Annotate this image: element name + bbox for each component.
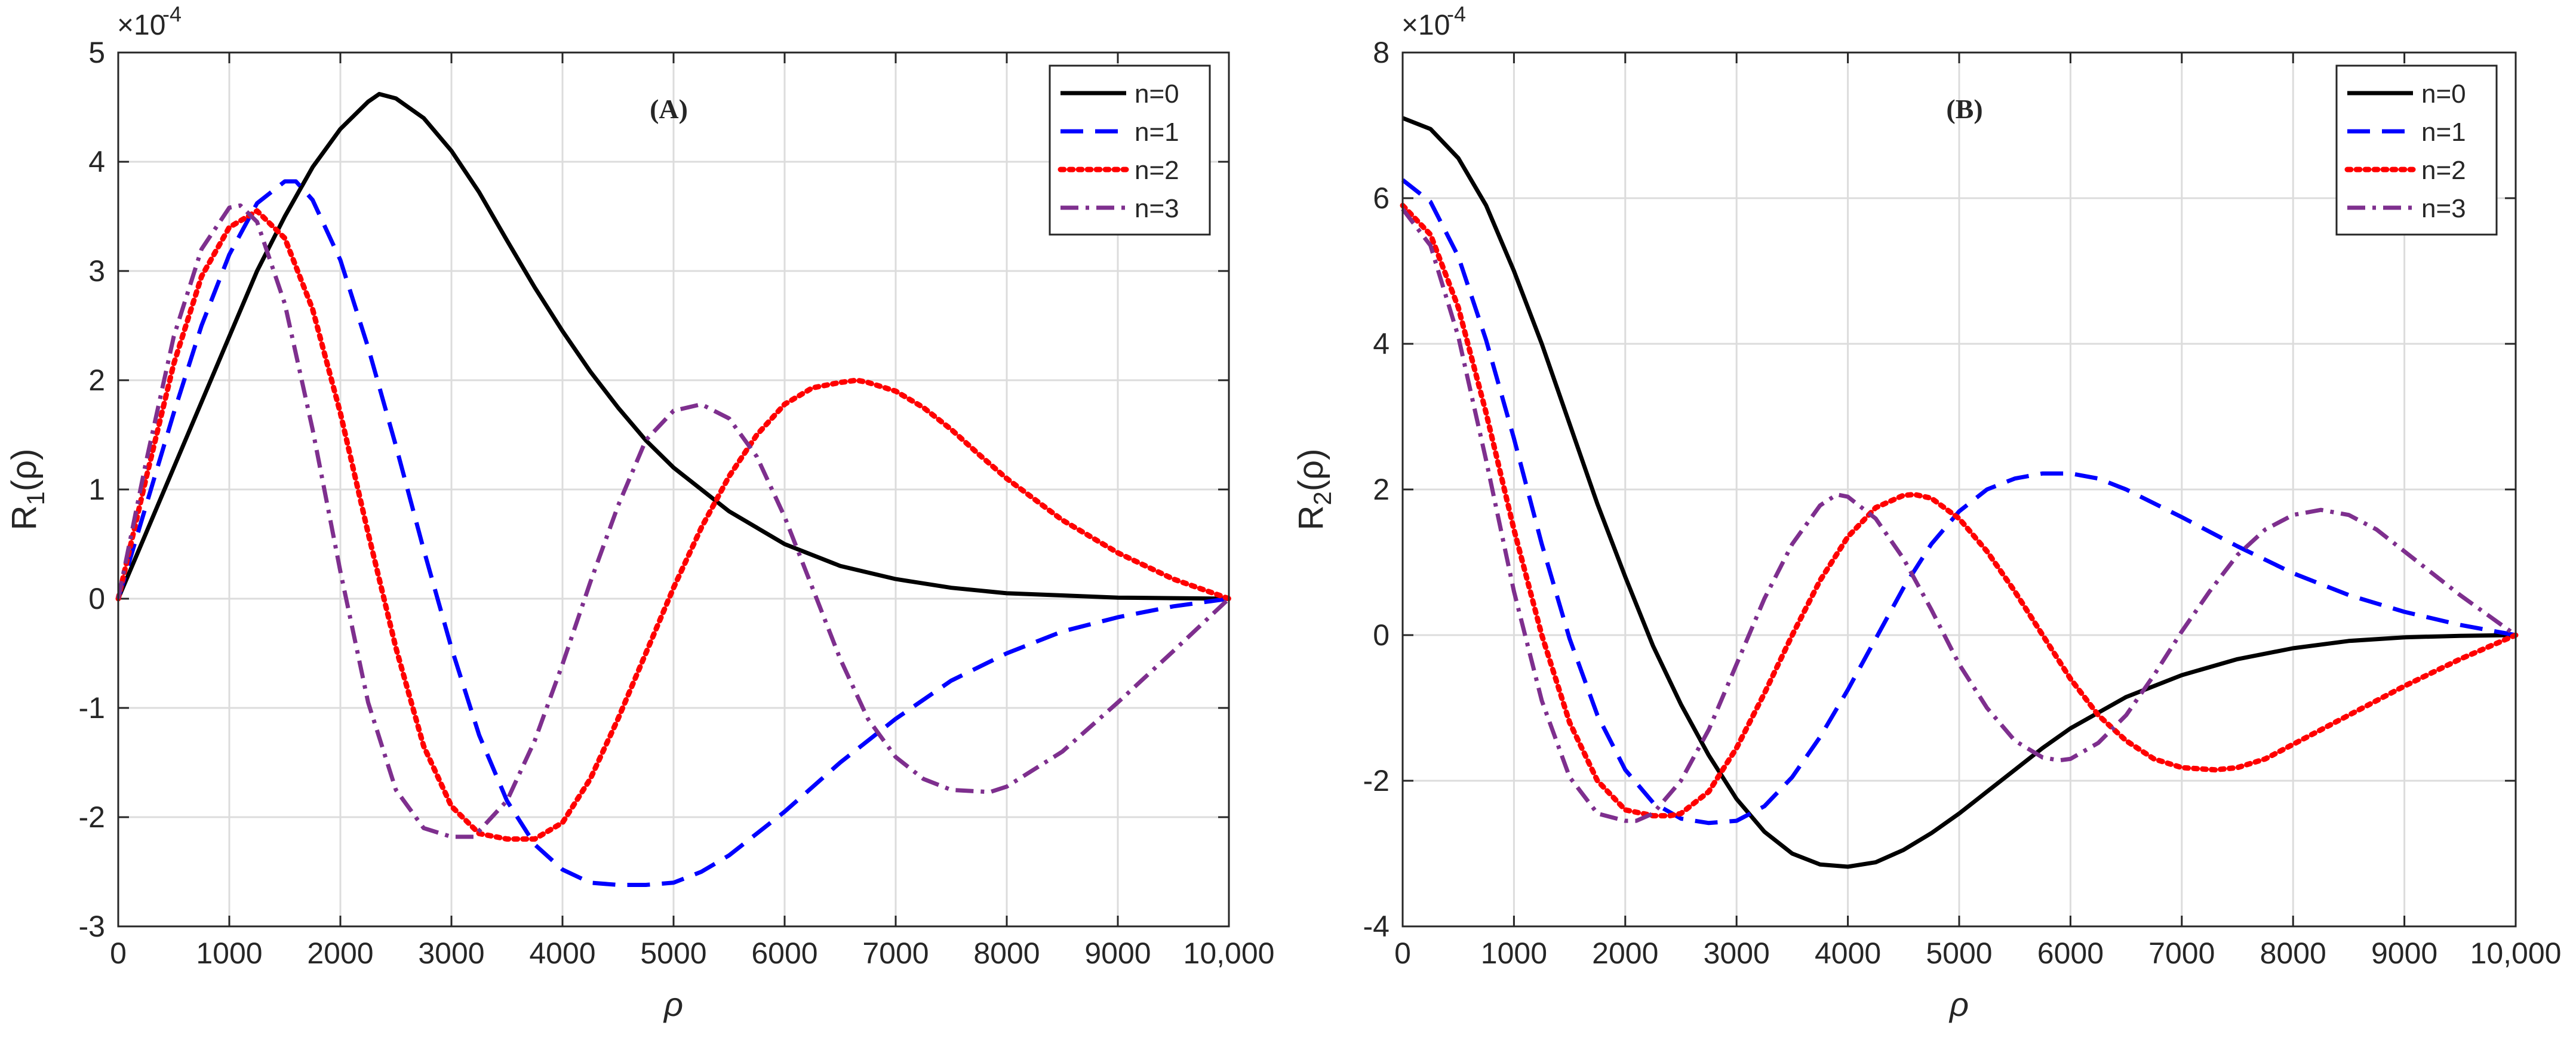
x-tick-label: 2000	[307, 937, 373, 970]
series-line-n-3	[1401, 208, 2517, 823]
series-line-n-0	[116, 92, 1229, 601]
x-tick-label: 8000	[973, 937, 1040, 970]
x-axis-label: ρ	[663, 985, 683, 1023]
exponent-base: ×10	[117, 10, 165, 41]
y-tick-label: 1	[88, 473, 105, 506]
y-axis-label-tail: (ρ)	[5, 449, 44, 492]
series-line-n-3	[116, 203, 1231, 839]
series-line-n-2	[115, 208, 1232, 842]
x-tick-label: 0	[110, 937, 127, 970]
y-tick-label: 2	[88, 364, 105, 397]
x-axis-label: ρ	[1948, 985, 1969, 1023]
x-tick-label: 5000	[1926, 937, 1992, 970]
y-tick-label: 4	[88, 145, 105, 178]
y-tick-label: 0	[88, 582, 105, 615]
y-axis-label-sub: 1	[21, 491, 50, 505]
panel-a: 0 1000 2000 3000 4000 5000 6000 7000 8000 9000 10,…	[5, 2, 1274, 1023]
panel-label: (A)	[650, 94, 688, 124]
x-tick-label: 7000	[862, 937, 929, 970]
y-axis-label-main: R	[5, 506, 44, 531]
y-axis-label-tail: (ρ)	[1292, 449, 1330, 492]
panel-label: (B)	[1946, 94, 1982, 124]
x-tick-label: 7000	[2148, 937, 2215, 970]
series-line-n-1	[116, 179, 1229, 887]
legend-label: n=2	[2421, 156, 2466, 185]
legend-label: n=0	[2421, 79, 2466, 109]
legend-label: n=1	[2421, 118, 2466, 147]
x-tick-label: 10,000	[1184, 937, 1275, 970]
y-tick-label: -1	[79, 691, 105, 725]
x-tick-label: 6000	[2037, 937, 2104, 970]
y-axis-label: R2(ρ)	[1292, 449, 1336, 531]
y-tick-label: -3	[79, 910, 105, 943]
x-tick-label: 3000	[418, 937, 484, 970]
y-tick-label: 3	[88, 254, 105, 288]
y-tick-label: 4	[1373, 327, 1390, 361]
series-line-n-2	[1400, 202, 2519, 819]
y-axis-label-main: R	[1292, 506, 1330, 531]
legend-label: n=3	[2421, 194, 2466, 223]
exponent-power: -4	[162, 2, 182, 26]
x-tick-label: 10,000	[2470, 937, 2562, 970]
x-tick-label: 3000	[1704, 937, 1770, 970]
x-tick-label: 1000	[196, 937, 262, 970]
y-tick-label: 6	[1373, 181, 1390, 215]
y-tick-label: -4	[1363, 910, 1390, 943]
y-tick-label: 0	[1373, 618, 1390, 652]
y-tick-label: 5	[88, 36, 105, 69]
y-tick-label: 2	[1373, 473, 1390, 506]
x-tick-label: 6000	[751, 937, 817, 970]
x-tick-label: 1000	[1481, 937, 1547, 970]
exponent-base: ×10	[1401, 10, 1450, 41]
y-axis-label-sub: 2	[1308, 491, 1336, 505]
exponent-power: -4	[1447, 2, 1466, 26]
y-tick-label: 8	[1373, 36, 1390, 69]
legend-label: n=1	[1135, 118, 1179, 147]
legend-label: n=2	[1135, 156, 1179, 185]
x-tick-label: 5000	[640, 937, 706, 970]
axes-box	[1401, 51, 2517, 928]
axes-box	[117, 51, 1230, 928]
legend-label: n=0	[1135, 79, 1179, 109]
x-tick-label: 9000	[2371, 937, 2437, 970]
series-line-n-0	[1401, 116, 2516, 869]
y-tick-label: -2	[1363, 764, 1390, 797]
y-tick-label: -2	[79, 800, 105, 834]
y-axis-label: R1(ρ)	[5, 449, 50, 531]
legend-label: n=3	[1135, 194, 1179, 223]
x-tick-label: 8000	[2260, 937, 2326, 970]
x-tick-label: 0	[1394, 937, 1411, 970]
x-tick-label: 4000	[529, 937, 595, 970]
x-tick-label: 9000	[1084, 937, 1151, 970]
x-tick-label: 2000	[1592, 937, 1658, 970]
x-tick-label: 4000	[1815, 937, 1881, 970]
panel-b: 0 1000 2000 3000 4000 5000 6000 7000 8000 9000 10,…	[1292, 2, 2561, 1023]
series-line-n-1	[1401, 178, 2516, 826]
